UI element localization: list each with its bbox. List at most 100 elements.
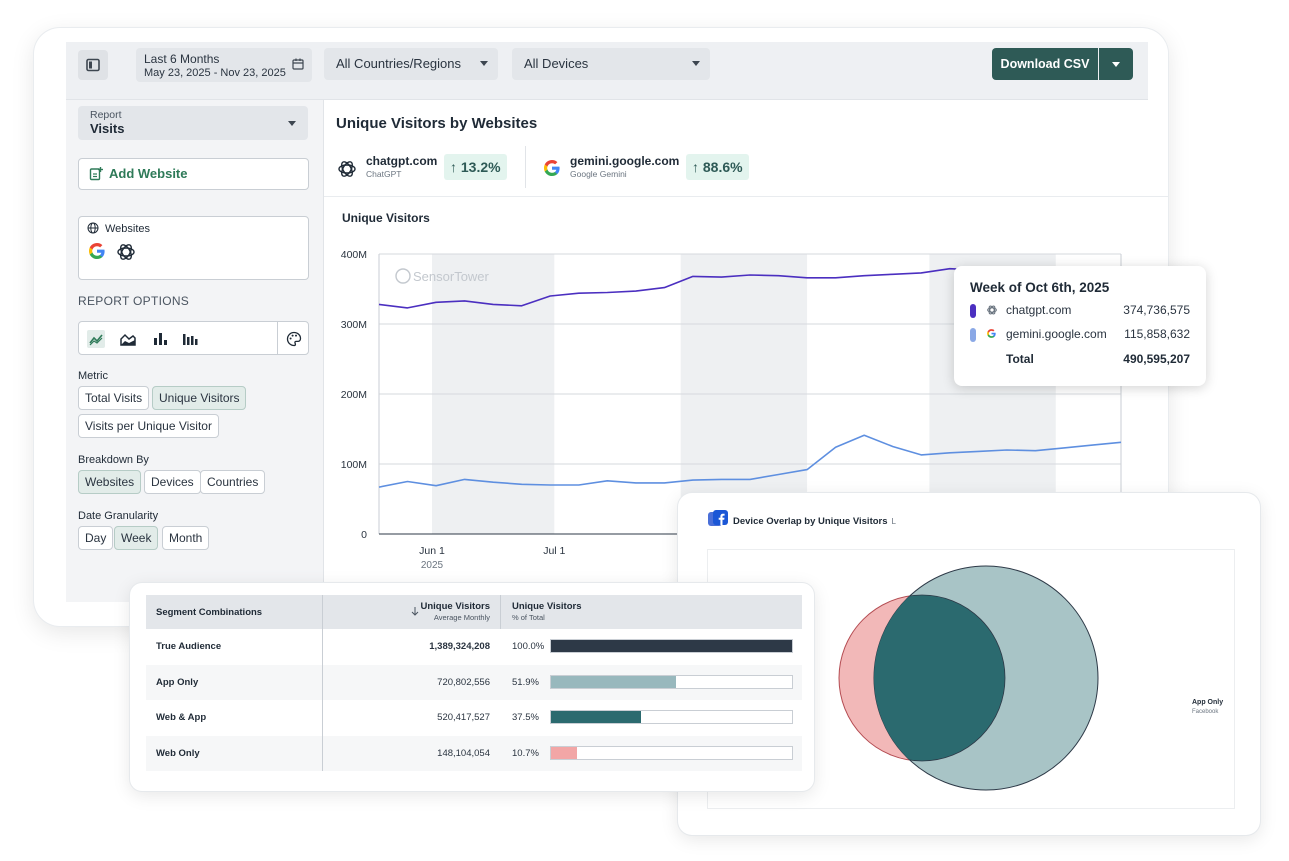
websites-label: Websites bbox=[105, 223, 151, 235]
add-website-icon bbox=[89, 167, 103, 181]
table-header: Segment Combinations Unique Visitors Ave… bbox=[146, 595, 802, 629]
granularity-day[interactable]: Day bbox=[78, 526, 114, 550]
segment-value: 148,104,054 bbox=[437, 747, 490, 759]
site-card-chatgpt: chatgpt.com ChatGPT bbox=[336, 152, 526, 188]
tooltip-series-name: chatgpt.com bbox=[1006, 303, 1072, 317]
country-select[interactable]: All Countries/Regions bbox=[324, 48, 498, 80]
chevron-down-icon bbox=[480, 61, 488, 66]
granularity-label: Date Granularity bbox=[78, 510, 159, 522]
report-select-value: Visits bbox=[90, 121, 125, 136]
date-range-value: May 23, 2025 - Nov 23, 2025 bbox=[144, 67, 286, 79]
sidebar: Report Visits Add Website bbox=[66, 100, 324, 602]
chevron-down-icon bbox=[1112, 62, 1120, 67]
calendar-icon bbox=[292, 58, 304, 70]
segment-value: 1,389,324,208 bbox=[429, 641, 490, 652]
tooltip-row-chatgpt: chatgpt.com 374,736,575 bbox=[970, 302, 1190, 320]
table-row[interactable]: Web Only 148,104,054 10.7% bbox=[146, 735, 802, 771]
add-website-button[interactable]: Add Website bbox=[78, 158, 309, 190]
y-tick-label: 400M bbox=[341, 249, 367, 261]
header-segment[interactable]: Segment Combinations bbox=[156, 607, 263, 618]
segment-bar-track bbox=[550, 674, 793, 689]
metric-label: Metric bbox=[78, 370, 108, 382]
breakdown-websites[interactable]: Websites bbox=[78, 470, 142, 494]
segment-percent: 51.9% bbox=[512, 676, 539, 688]
granularity-week[interactable]: Week bbox=[114, 526, 159, 550]
line-chart-icon[interactable] bbox=[87, 330, 105, 348]
series-swatch bbox=[970, 304, 976, 318]
x-tick-sublabel: 2025 bbox=[421, 560, 444, 571]
area-chart-icon[interactable] bbox=[119, 330, 137, 348]
growth-value: 88.6% bbox=[702, 159, 743, 175]
header-uv-label: Unique Visitors bbox=[420, 601, 490, 612]
table-row[interactable]: App Only 720,802,556 51.9% bbox=[146, 664, 802, 700]
y-tick-label: 200M bbox=[341, 389, 367, 401]
segment-percent: 37.5% bbox=[512, 712, 539, 723]
chart-tooltip: Week of Oct 6th, 2025 chatgpt.com 374,73… bbox=[954, 266, 1206, 386]
report-select[interactable]: Report Visits bbox=[78, 106, 308, 140]
growth-badge-chatgpt: ↑ 13.2% bbox=[444, 154, 507, 180]
date-range-label: Last 6 Months bbox=[144, 52, 220, 66]
chatgpt-logo-icon bbox=[338, 161, 356, 177]
palette-icon[interactable] bbox=[285, 330, 303, 348]
sidebar-toggle-icon bbox=[86, 58, 100, 72]
venn-diagram-panel: App Only Facebook bbox=[707, 549, 1235, 809]
country-select-value: All Countries/Regions bbox=[336, 56, 462, 71]
site-sub: Google Gemini bbox=[570, 169, 627, 179]
segment-percent: 100.0% bbox=[512, 641, 545, 652]
header-pct-sub: % of Total bbox=[512, 613, 545, 622]
metric-visits-per-unique-visitor[interactable]: Visits per Unique Visitor bbox=[78, 414, 219, 438]
sensortower-logo-icon bbox=[395, 268, 411, 284]
sort-descending-icon[interactable] bbox=[410, 606, 420, 616]
download-csv-button[interactable]: Download CSV bbox=[992, 48, 1098, 80]
tooltip-total-value: 490,595,207 bbox=[1123, 352, 1190, 366]
header-unique-visitors[interactable]: Unique Visitors Average Monthly bbox=[420, 601, 490, 622]
metric-unique-visitors[interactable]: Unique Visitors bbox=[152, 386, 247, 410]
chevron-down-icon bbox=[288, 121, 296, 126]
header-percent-total[interactable]: Unique Visitors % of Total bbox=[512, 601, 582, 622]
segment-name: Web & App bbox=[156, 712, 207, 723]
websites-icons bbox=[87, 241, 300, 263]
segment-bar-fill bbox=[551, 675, 677, 688]
x-tick-label: Jun 1 bbox=[419, 545, 445, 557]
download-options-button[interactable] bbox=[1099, 48, 1133, 80]
granularity-month[interactable]: Month bbox=[162, 526, 210, 550]
date-range-picker[interactable]: Last 6 Months May 23, 2025 - Nov 23, 202… bbox=[136, 48, 312, 82]
websites-heading: Websites bbox=[87, 222, 300, 235]
site-name: chatgpt.com bbox=[366, 154, 438, 168]
chatgpt-logo-icon bbox=[987, 305, 997, 315]
stacked-bar-chart-icon[interactable] bbox=[181, 330, 199, 348]
tooltip-total-label: Total bbox=[1006, 352, 1034, 366]
venn-diagram bbox=[838, 565, 1099, 791]
toolbar: Last 6 Months May 23, 2025 - Nov 23, 202… bbox=[66, 42, 1148, 100]
breakdown-devices[interactable]: Devices bbox=[144, 470, 201, 494]
site-card-gemini: gemini.google.com Google Gemini bbox=[542, 152, 742, 188]
chevron-down-icon bbox=[692, 61, 700, 66]
breakdown-countries[interactable]: Countries bbox=[200, 470, 266, 494]
y-tick-label: 300M bbox=[341, 319, 367, 331]
metric-total-visits[interactable]: Total Visits bbox=[78, 386, 150, 410]
venn-label: App Only bbox=[1192, 699, 1224, 706]
x-tick-label: Jul 1 bbox=[543, 545, 565, 557]
growth-value: 13.2% bbox=[460, 159, 501, 175]
sidebar-toggle-button[interactable] bbox=[78, 50, 108, 80]
tooltip-row-gemini: gemini.google.com 115,858,632 bbox=[970, 326, 1190, 344]
line-chart: 0 100M 200M 300M 400M Jun 1 2025 Jul 1 SensorTow… bbox=[341, 249, 1122, 571]
facebook-app-icon bbox=[708, 510, 728, 526]
table-row[interactable]: Web & App 520,417,527 37.5% bbox=[146, 700, 802, 735]
segment-value: 520,417,527 bbox=[437, 712, 490, 723]
device-select[interactable]: All Devices bbox=[512, 48, 710, 80]
y-tick-label: 100M bbox=[341, 459, 367, 471]
segment-name: App Only bbox=[156, 676, 199, 688]
bar-chart-icon[interactable] bbox=[151, 330, 169, 348]
site-name: gemini.google.com bbox=[570, 154, 680, 168]
device-select-value: All Devices bbox=[524, 56, 589, 71]
google-logo-icon bbox=[987, 329, 996, 338]
breakdown-label: Breakdown By bbox=[78, 454, 149, 466]
segment-name: True Audience bbox=[156, 641, 222, 652]
table-row[interactable]: True Audience 1,389,324,208 100.0% bbox=[146, 629, 802, 664]
segment-percent: 10.7% bbox=[512, 747, 539, 759]
report-select-label: Report bbox=[90, 109, 122, 121]
chatgpt-logo-icon[interactable] bbox=[115, 241, 137, 263]
google-logo-icon[interactable] bbox=[87, 241, 107, 261]
add-website-label: Add Website bbox=[109, 166, 188, 181]
